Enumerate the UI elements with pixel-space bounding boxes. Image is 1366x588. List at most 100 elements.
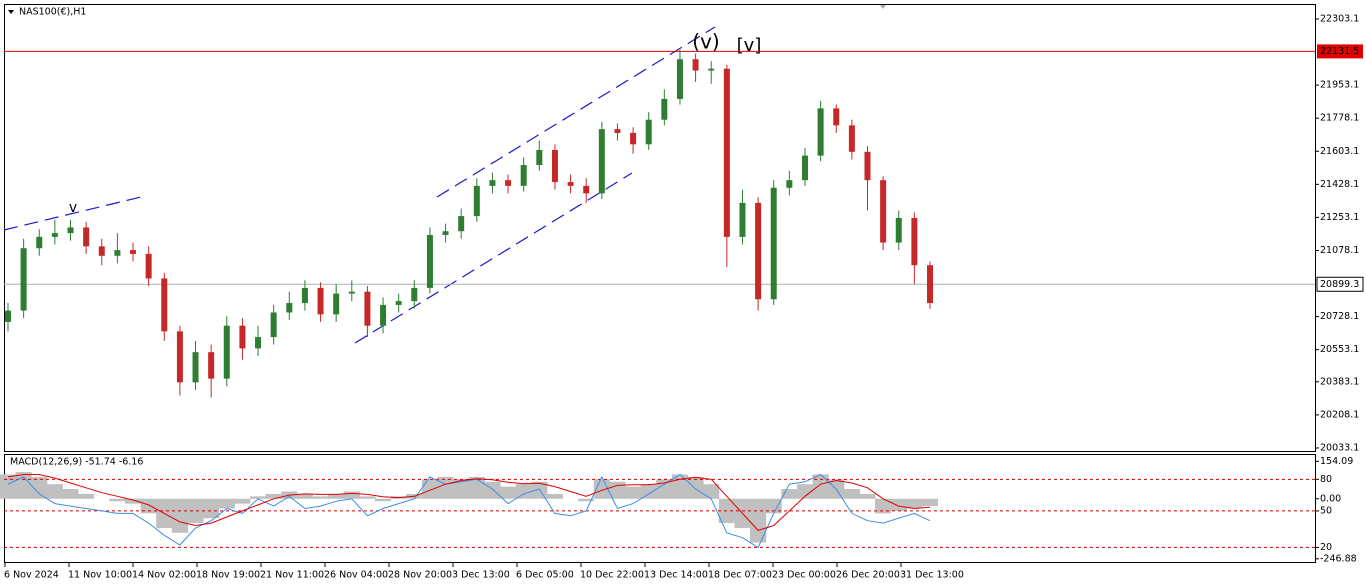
macd-bar [765,498,782,514]
candle-body [426,234,433,288]
macd-bar [437,476,454,499]
candle-body [20,248,27,311]
candle-body [927,265,933,304]
title-arrow [8,10,14,14]
candle-body [895,217,902,243]
y-tick-label: 20208.1 [1320,409,1359,420]
trend-line [3,195,146,231]
candles [5,49,933,398]
x-tick-label: 11 Nov 10:00 [68,570,132,581]
macd-bar [312,496,329,499]
candle-body [130,250,137,254]
macd-bar [859,493,876,499]
macd-bar [578,498,595,502]
y-tick-label: 21603.1 [1320,146,1359,157]
candle-body [67,227,74,234]
macd-bar [500,486,517,499]
macd-bar [609,481,626,499]
candle-body [83,227,90,247]
x-tick-label: 21 Nov 11:00 [260,570,324,581]
price-label-box [1317,44,1363,59]
macd-bar [296,493,313,499]
candle-body [223,325,230,379]
macd-bar [0,474,17,499]
candle-body [395,301,402,305]
trend-line [436,26,716,198]
candle-body [333,293,340,315]
macd-bar [249,496,267,499]
y-tick-label: 20 [1320,542,1332,553]
x-tick-label: 28 Nov 20:00 [388,570,452,581]
macd-bar [875,498,892,514]
candle-body [255,337,262,349]
y-tick-label: 0.00 [1320,493,1341,504]
wave-label: v [69,200,77,216]
candle-body [630,132,637,145]
candle-body [739,202,746,237]
trend-line [354,172,633,344]
macd-bar [921,498,939,507]
candle-body [676,59,683,99]
y-tick-label: 20033.1 [1320,442,1359,453]
macd-bar [812,474,829,499]
macd-bar [546,493,564,499]
candle-body [145,253,152,279]
macd-bar [656,479,673,499]
y-tick-label: 80 [1320,474,1332,485]
macd-title: MACD(12,26,9) -51.74 -6.16 [10,457,143,468]
candle-body [442,231,449,235]
candle-body [5,310,11,322]
y-tick-label: 22303.1 [1320,13,1359,24]
x-tick-label: 26 Nov 04:00 [324,570,388,581]
candle-body [645,119,652,145]
x-tick-label: 14 Nov 02:00 [132,570,196,581]
candle-body [301,287,308,304]
candle-body [505,180,512,186]
candle-body [176,331,183,383]
candle-body [817,108,824,156]
candle-body [317,287,324,315]
x-tick-label: 18 Nov 19:00 [196,570,260,581]
macd-bar [140,498,157,514]
macd-bar [421,479,438,499]
candle-body [786,180,793,188]
macd-bar [515,484,532,499]
macd-bar [78,493,95,499]
candle-body [880,180,887,243]
x-tick-label: 6 Nov 2024 [4,570,59,581]
macd-bar [359,496,376,499]
macd-bar [640,484,657,499]
candle-body [755,202,762,300]
y-tick-label: 154.09 [1320,456,1353,467]
candle-body [36,236,43,249]
macd-bar [484,481,501,499]
macd-bar [906,498,923,509]
macd-bar [687,476,704,499]
macd-bar [203,498,220,519]
macd-bar [328,493,345,499]
macd-bar [781,489,798,499]
macd-bar [843,489,860,499]
candle-body [270,312,277,338]
candle-body [114,250,121,256]
macd-bar [796,484,814,499]
macd-bar [62,489,79,499]
candle-body [770,187,777,300]
wave-label: (v) [692,30,719,54]
macd-bar [750,498,767,543]
candle-body [708,68,715,71]
candle-body [286,303,293,313]
candle-body [51,233,58,237]
macd-bar [15,472,32,499]
macd-bar [890,498,907,511]
candle-body [567,182,574,186]
x-tick-label: 18 Dec 07:00 [708,570,772,581]
candle-body [864,151,871,181]
price-label-box [1316,276,1364,292]
trend-lines [3,26,716,344]
macd-bar [234,498,251,504]
macd-bar [453,479,470,499]
